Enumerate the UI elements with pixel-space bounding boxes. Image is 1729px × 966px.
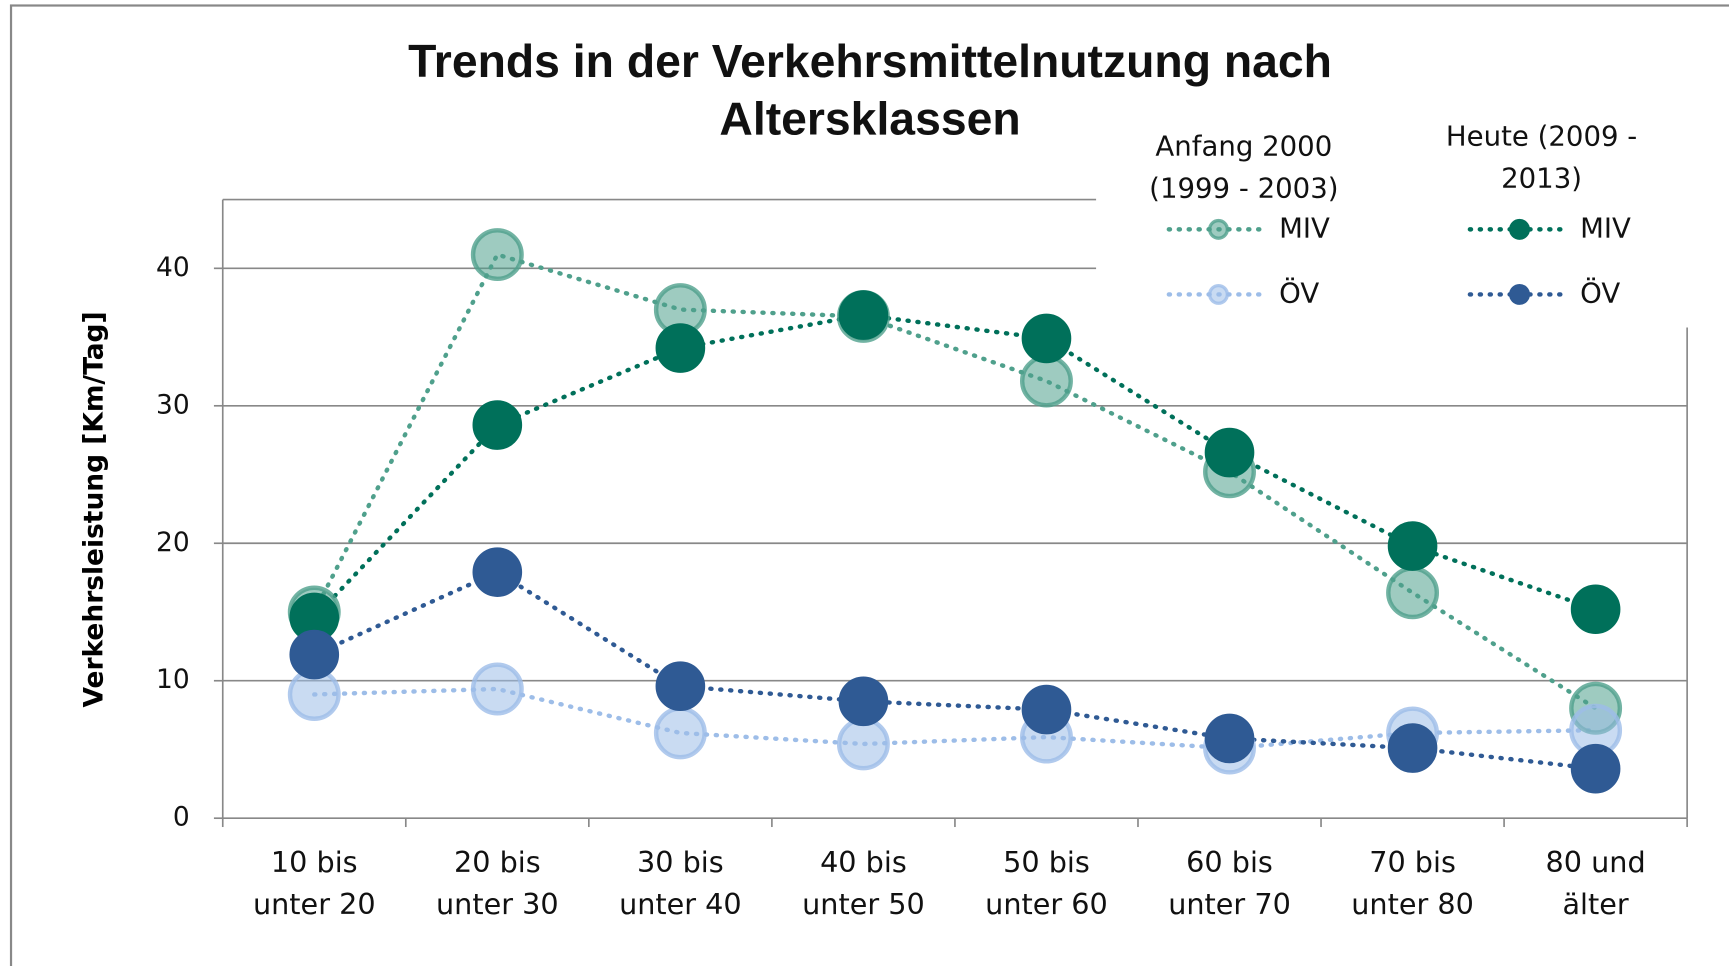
marker [472,400,523,450]
x-tick-label: 70 bis unter 80 [1351,846,1474,922]
legend-marker [1208,218,1229,240]
y-tick-label: 30 [156,389,190,420]
legend-label: MIV [1580,212,1631,244]
marker [1019,354,1073,408]
legend-marker [1509,218,1530,240]
x-tick-label: 60 bis unter 70 [1168,846,1291,922]
marker [1387,521,1438,571]
series-line [312,251,1598,711]
marker [1021,684,1072,735]
chart-title: Trends in der Verkehrsmittelnutzung nach… [408,35,1332,145]
legend-label: ÖV [1279,275,1319,309]
x-tick-label: 50 bis unter 60 [985,846,1108,922]
marker [655,661,706,712]
marker [836,717,890,771]
series-line [312,312,1598,620]
marker [470,662,524,716]
x-tick-label: 40 bis unter 50 [802,846,925,922]
x-tick-label: 10 bis unter 20 [252,846,376,922]
marker [1204,427,1255,478]
marker [838,290,889,340]
marker [1570,584,1621,635]
y-tick-label: 10 [156,664,190,695]
marker [838,676,889,727]
marker [472,547,523,597]
y-tick-label: 20 [156,527,190,558]
marker [655,323,706,373]
series-line [312,569,1598,771]
legend-group-title: Heute (2009 - 2013) [1445,120,1638,195]
marker [1386,566,1440,620]
legend-label: ÖV [1580,275,1620,309]
x-tick-label: 80 und älter [1545,846,1646,922]
series-line [312,686,1598,751]
marker [1204,713,1255,764]
legend-group-title: Anfang 2000 (1999 - 2003) [1149,130,1339,204]
marker [1387,723,1438,773]
x-tick-label: 30 bis unter 40 [619,846,742,922]
marker [1021,313,1072,364]
x-tick-label: 20 bis unter 30 [436,846,559,922]
marker [470,228,524,282]
legend-marker [1509,283,1530,305]
legend-label: MIV [1279,212,1330,244]
marker [653,706,707,760]
y-axis-label: Verkehrsleistung [Km/Tag] [78,311,109,707]
marker [1570,743,1621,794]
y-tick-label: 40 [156,252,190,283]
y-tick-label: 0 [173,802,190,833]
frame [9,4,1729,966]
legend-marker [1208,283,1229,305]
marker [289,629,340,680]
